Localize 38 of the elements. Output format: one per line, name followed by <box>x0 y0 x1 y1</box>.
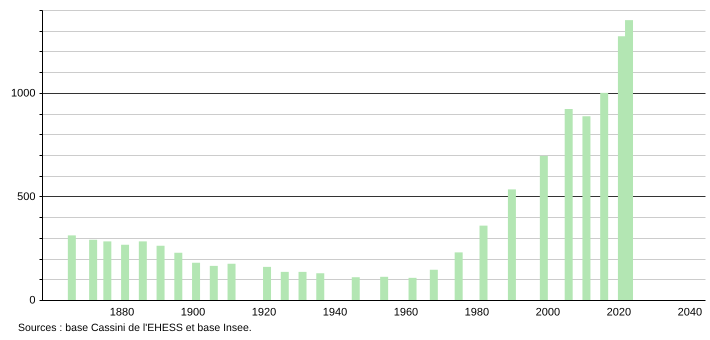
bar <box>454 252 463 300</box>
y-tick-label: 1000 <box>11 87 36 100</box>
bar <box>156 246 165 300</box>
bar <box>298 272 307 300</box>
bar <box>352 277 360 300</box>
bar <box>121 244 130 300</box>
bar <box>508 189 516 300</box>
bar <box>540 156 548 300</box>
x-tick-label: 2000 <box>536 306 560 318</box>
bar <box>210 266 218 300</box>
bar <box>316 273 324 300</box>
x-tick-label: 2020 <box>606 306 632 318</box>
x-tick-label: 1960 <box>394 306 418 318</box>
bar <box>263 266 272 300</box>
bar <box>280 272 289 300</box>
bar <box>564 109 573 300</box>
x-tick-label: 1920 <box>252 306 276 318</box>
bar <box>103 241 112 300</box>
x-tick-label: 2040 <box>678 306 702 318</box>
x-tick-label: 1880 <box>110 306 134 318</box>
bar <box>228 264 236 300</box>
source-note: Sources : base Cassini de l'EHESS et base Insee. <box>18 322 252 334</box>
bar <box>480 226 488 300</box>
x-tick-label: 1940 <box>322 306 348 318</box>
bar <box>600 92 608 300</box>
bar <box>89 240 98 300</box>
y-tick-label: 500 <box>17 190 36 203</box>
bar <box>380 276 388 300</box>
bar <box>430 270 438 300</box>
bar <box>408 278 417 300</box>
bar <box>582 116 590 300</box>
bar <box>174 252 182 300</box>
bar <box>192 262 200 300</box>
y-tick-label: 0 <box>29 294 36 306</box>
bar <box>68 235 76 300</box>
x-tick-label: 1980 <box>464 306 490 318</box>
bar <box>138 241 147 300</box>
x-tick-label: 1900 <box>180 306 206 318</box>
